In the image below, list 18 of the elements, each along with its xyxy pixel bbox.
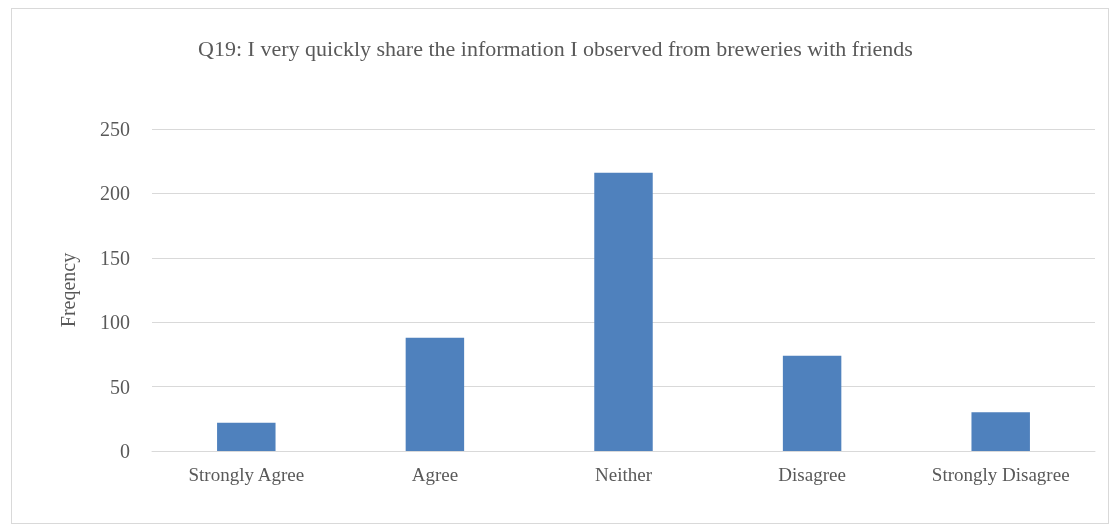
chart-title: Q19: I very quickly share the information I observed from breweries with friends xyxy=(198,35,913,61)
x-tick-label: Strongly Agree xyxy=(188,464,305,485)
y-tick-label: 150 xyxy=(100,246,130,269)
x-tick-label: Agree xyxy=(411,464,459,485)
y-tick-label: 200 xyxy=(100,182,130,205)
x-tick-label: Disagree xyxy=(778,464,846,485)
x-tick-label: Neither xyxy=(595,464,653,485)
y-tick-label: 50 xyxy=(110,375,130,398)
bar xyxy=(405,337,465,451)
y-tick-label: 100 xyxy=(100,311,130,334)
bar xyxy=(971,412,1030,451)
y-axis-title: Freqency xyxy=(57,252,80,328)
bar xyxy=(782,355,842,451)
y-tick-label: 0 xyxy=(120,440,130,462)
x-tick-label: Strongly Disagree xyxy=(931,464,1070,485)
bar xyxy=(217,422,276,451)
y-tick-label: 250 xyxy=(100,118,130,140)
bar xyxy=(594,172,653,451)
